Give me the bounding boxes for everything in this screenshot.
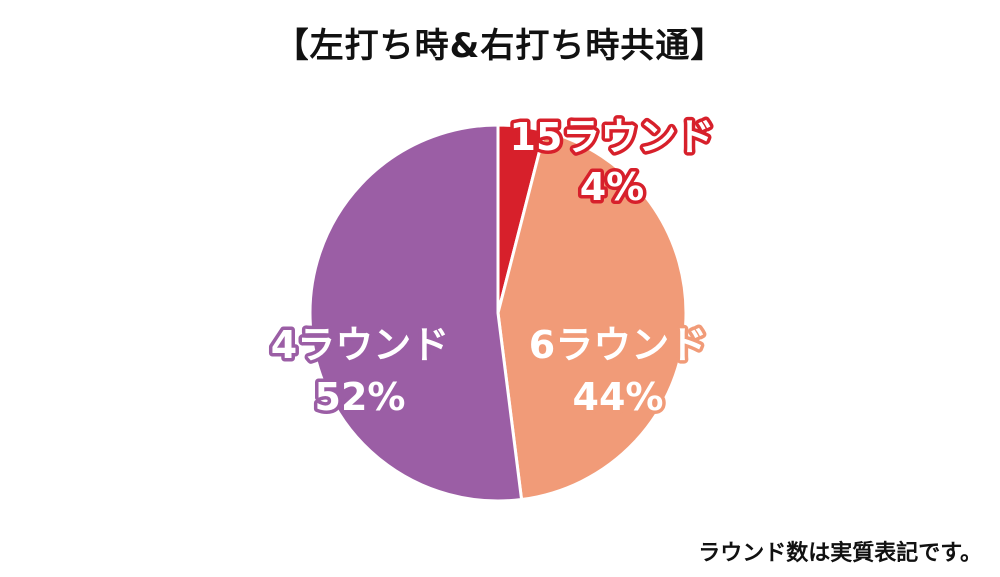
pie-labels: 15ラウンド 4% 6ラウンド 44% 4ラウンド 52%: [267, 112, 718, 423]
pie-slice: [496, 129, 688, 502]
pie-slice: [308, 123, 524, 503]
slice-name-label: 4ラウンド: [271, 323, 449, 367]
slice-value-label: 44%: [573, 375, 664, 419]
footnote: ラウンド数は実質表記です。: [698, 541, 982, 566]
slice-name-label: 6ラウンド: [529, 323, 707, 367]
pie-slices: [308, 123, 688, 503]
slice-name-label: 15ラウンド: [510, 115, 715, 159]
slice-value-label: 52%: [315, 375, 406, 419]
slice-value-label: 4%: [580, 165, 645, 209]
chart-title: 【左打ち時&右打ち時共通】: [274, 26, 726, 66]
